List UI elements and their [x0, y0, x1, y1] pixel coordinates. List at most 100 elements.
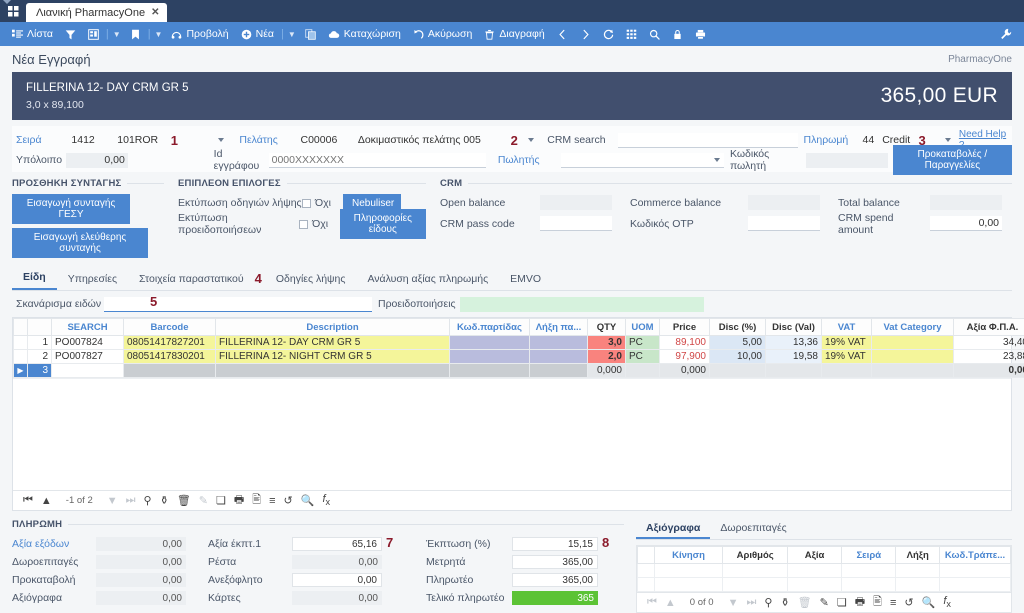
- print-icon[interactable]: 🖶: [230, 491, 248, 510]
- cell-qty[interactable]: 3,0: [588, 336, 626, 350]
- new-row-disc-pct[interactable]: [710, 364, 766, 378]
- politis-input[interactable]: [561, 153, 723, 168]
- documents-empty-row[interactable]: [638, 564, 1011, 578]
- cell-vat[interactable]: 19% VAT: [822, 336, 872, 350]
- new-row-uom[interactable]: [626, 364, 660, 378]
- seira-dropdown-caret-icon[interactable]: [218, 138, 224, 142]
- tab-eidi[interactable]: Είδη: [12, 266, 57, 290]
- col-uom[interactable]: UOM: [626, 319, 660, 336]
- cell-barcode[interactable]: 08051417830201: [124, 350, 216, 364]
- next-page-icon[interactable]: ▼: [103, 495, 122, 507]
- search-icon[interactable]: 🔍: [297, 494, 319, 507]
- politis-dropdown-caret-icon[interactable]: [714, 158, 720, 162]
- close-icon[interactable]: ✕: [151, 7, 159, 18]
- cell-batch[interactable]: [450, 350, 530, 364]
- columns-icon[interactable]: ≡: [265, 495, 279, 507]
- tab-odigies-lipsis[interactable]: Οδηγίες λήψης: [265, 268, 357, 290]
- otp-input[interactable]: [748, 216, 820, 231]
- pelatis-label[interactable]: Πελάτης: [239, 134, 300, 146]
- cell-vat[interactable]: 19% VAT: [822, 350, 872, 364]
- doc-col-axia[interactable]: Αξία: [788, 547, 842, 564]
- seira-label[interactable]: Σειρά: [12, 134, 71, 146]
- cell-disc-pct[interactable]: 10,00: [710, 350, 766, 364]
- toolbar-button-save[interactable]: Καταχώριση: [322, 26, 407, 42]
- crm-pass-code-input[interactable]: [540, 216, 612, 231]
- print-icon[interactable]: 🖶: [851, 593, 869, 612]
- scan-input[interactable]: [104, 297, 372, 312]
- export-icon[interactable]: 🖹: [869, 593, 886, 612]
- cell-vat-category[interactable]: [872, 350, 954, 364]
- prokatavoles-button[interactable]: Προκαταβολές / Παραγγελίες: [893, 145, 1012, 175]
- cell-disc-val[interactable]: 13,36: [766, 336, 822, 350]
- cell-barcode[interactable]: 08051417827201: [124, 336, 216, 350]
- kodikos-politi-input[interactable]: [806, 153, 888, 168]
- doc-col-seira[interactable]: Σειρά: [842, 547, 896, 564]
- discount-value-input[interactable]: [292, 537, 382, 551]
- toolbar-button-lock[interactable]: [666, 27, 689, 42]
- cell-price[interactable]: 89,100: [660, 336, 710, 350]
- pelatis-dropdown-caret-icon[interactable]: [528, 138, 534, 142]
- cell-description[interactable]: FILLERINA 12- NIGHT CRM GR 5: [216, 350, 450, 364]
- row-selector[interactable]: [14, 350, 28, 364]
- delete-row-icon[interactable]: 🗑: [173, 494, 195, 507]
- tab-analysi-axias[interactable]: Ανάλυση αξίας πληρωμής: [356, 268, 499, 290]
- table-new-row[interactable]: ▶ 3 0,000 0,000 0,00 0,00: [14, 364, 1024, 378]
- last-page-icon[interactable]: ⏭: [122, 494, 140, 507]
- refresh-icon[interactable]: ↺: [900, 596, 917, 609]
- product-info-button[interactable]: Πληροφορίες είδους: [340, 209, 426, 239]
- payable-input[interactable]: [512, 573, 598, 587]
- col-search[interactable]: SEARCH: [52, 319, 124, 336]
- col-qty[interactable]: QTY: [588, 319, 626, 336]
- new-row-description[interactable]: [216, 364, 450, 378]
- col-vat-category[interactable]: Vat Category: [872, 319, 954, 336]
- pliromi-dropdown-caret-icon[interactable]: [945, 138, 951, 142]
- toolbar-button-delete[interactable]: Διαγραφή: [478, 26, 550, 42]
- cell-search[interactable]: PO007827: [52, 350, 124, 364]
- col-batch[interactable]: Κωδ.παρτίδας: [450, 319, 530, 336]
- next-page-icon[interactable]: ▼: [724, 597, 743, 609]
- cell-vat-category[interactable]: [872, 336, 954, 350]
- table-row[interactable]: 2 PO007827 08051417830201 FILLERINA 12- …: [14, 350, 1024, 364]
- politis-label[interactable]: Πωλητής: [498, 154, 562, 166]
- first-page-icon[interactable]: ⏮: [19, 494, 37, 507]
- cell-qty[interactable]: 2,0: [588, 350, 626, 364]
- doc-col-arithmos[interactable]: Αριθμός: [723, 547, 788, 564]
- toolbar-button-cancel[interactable]: Ακύρωση: [407, 26, 479, 42]
- window-tab[interactable]: Λιανική PharmacyOne ✕: [26, 3, 167, 22]
- crm-search-input[interactable]: [618, 133, 798, 148]
- toolbar-button-prev[interactable]: [551, 27, 574, 42]
- new-row-batch[interactable]: [450, 364, 530, 378]
- cell-price[interactable]: 97,900: [660, 350, 710, 364]
- doc-col-kinisi[interactable]: Κίνηση: [654, 547, 723, 564]
- formula-icon[interactable]: fx: [939, 595, 955, 609]
- prev-page-icon[interactable]: ▲: [37, 495, 56, 507]
- cell-uom[interactable]: PC: [626, 336, 660, 350]
- cell-description[interactable]: FILLERINA 12- DAY CRM GR 5: [216, 336, 450, 350]
- toolbar-button-preview[interactable]: Προβολή: [165, 26, 234, 42]
- col-barcode[interactable]: Barcode: [124, 319, 216, 336]
- table-row[interactable]: 1 PO007824 08051417827201 FILLERINA 12- …: [14, 336, 1024, 350]
- toolbar-button-refresh[interactable]: [597, 27, 620, 42]
- prev-page-icon[interactable]: ▲: [661, 597, 680, 609]
- toolbar-button-new[interactable]: Νέα: [235, 26, 280, 42]
- delete-row-icon[interactable]: 🗑: [794, 596, 816, 609]
- search-icon[interactable]: 🔍: [918, 596, 940, 609]
- col-disc-pct[interactable]: Disc (%): [710, 319, 766, 336]
- new-row-search[interactable]: [52, 364, 124, 378]
- export-icon[interactable]: 🖹: [248, 491, 265, 510]
- chevron-down-icon[interactable]: ▼: [152, 28, 166, 41]
- col-disc-val[interactable]: Disc (Val): [766, 319, 822, 336]
- col-description[interactable]: Description: [216, 319, 450, 336]
- pliromi-label[interactable]: Πληρωμή: [804, 134, 846, 146]
- toolbar-button-next[interactable]: [574, 27, 597, 42]
- last-page-icon[interactable]: ⏭: [742, 596, 760, 609]
- discount-pct-input[interactable]: [512, 537, 598, 551]
- new-row-vat-category[interactable]: [872, 364, 954, 378]
- toolbar-button-filter[interactable]: [59, 27, 82, 42]
- toolbar-button-search[interactable]: [643, 27, 666, 42]
- chevron-down-icon[interactable]: ▼: [110, 28, 124, 41]
- expenses-value-label[interactable]: Αξία εξόδων: [12, 538, 96, 550]
- formula-icon[interactable]: fx: [318, 493, 334, 507]
- col-expiry[interactable]: Λήξη πα...: [530, 319, 588, 336]
- refresh-icon[interactable]: ↺: [280, 494, 297, 507]
